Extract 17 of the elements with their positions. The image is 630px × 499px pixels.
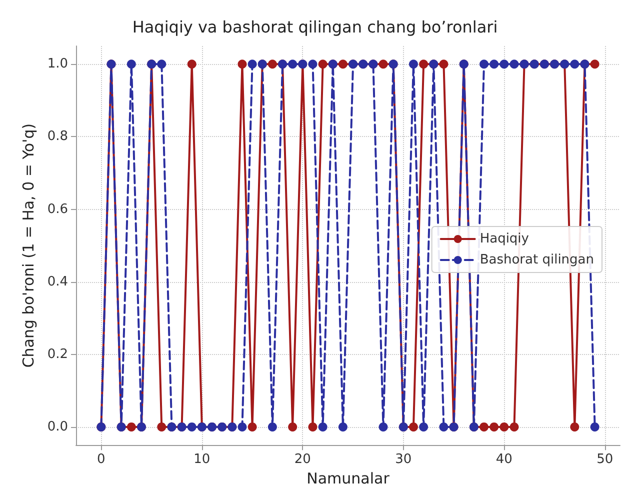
legend-label: Haqiqiy: [480, 232, 530, 246]
chart-title: Haqiqiy va bashorat qilingan chang bo’ronlari: [132, 18, 498, 36]
y-tick-label: 0.2: [47, 346, 68, 362]
y-axis-title: Chang bo'roni (1 = Ha, 0 = Yo'q): [20, 123, 38, 368]
x-tick-label: 40: [496, 452, 512, 468]
x-tick-label: 50: [596, 452, 614, 468]
x-tick-label: 10: [194, 452, 210, 468]
x-tick-label: 20: [294, 452, 311, 468]
y-tick-label: 0.4: [47, 274, 68, 290]
legend-label: Bashorat qilingan: [480, 252, 594, 268]
y-tick-label: 1.0: [47, 56, 68, 72]
x-tick-label: 30: [395, 452, 412, 468]
x-axis-title: Namunalar: [306, 470, 390, 488]
y-tick-label: 0.8: [47, 129, 68, 144]
x-tick-label: 0: [97, 452, 106, 468]
y-tick-label: 0.6: [47, 202, 68, 217]
y-tick-label: 0.0: [47, 419, 68, 434]
